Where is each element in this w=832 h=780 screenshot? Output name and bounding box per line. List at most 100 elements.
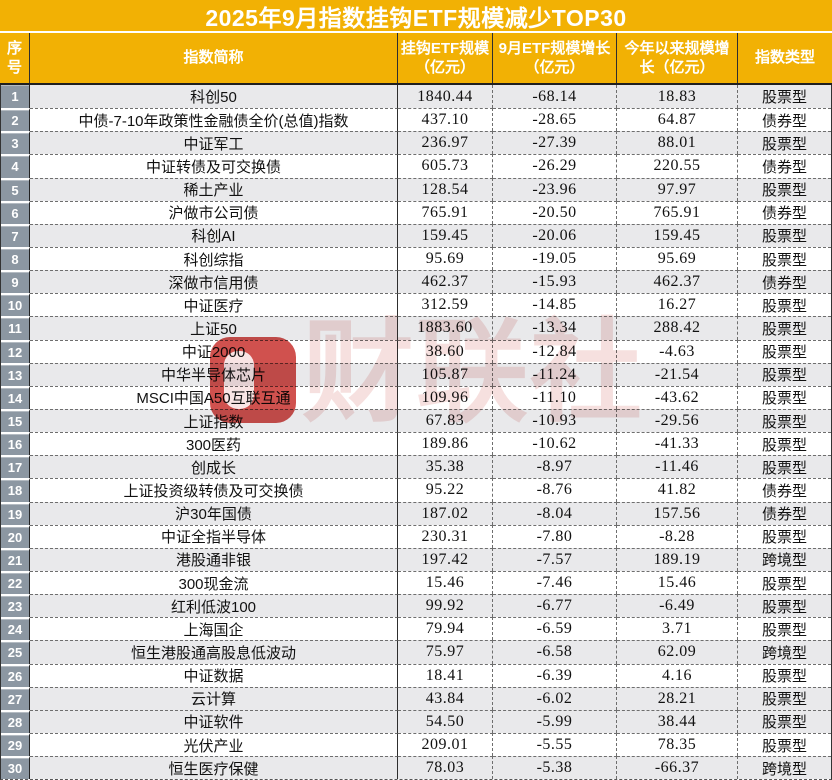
index-name-cell: 上证指数	[30, 408, 398, 433]
table-row: 25 恒生港股通高股息低波动 75.97 -6.58 62.09 跨境型	[1, 640, 831, 664]
etf-scale-cell: 605.73	[398, 154, 493, 178]
ytd-change-cell: -11.46	[617, 455, 738, 479]
table-row: 16 300医药 189.86 -10.62 -41.33 股票型	[1, 432, 831, 456]
index-name-cell: 中华半导体芯片	[30, 362, 398, 386]
index-name-cell: 恒生医疗保健	[30, 756, 398, 780]
rank-cell: 2	[1, 108, 30, 132]
etf-scale-cell: 159.45	[398, 223, 493, 247]
index-type-cell: 股票型	[738, 594, 831, 618]
rank-cell: 16	[1, 432, 30, 456]
index-type-cell: 股票型	[738, 293, 831, 316]
index-name-cell: 上证投资级转债及可交换债	[30, 478, 398, 502]
etf-scale-cell: 128.54	[398, 177, 493, 201]
etf-scale-cell: 312.59	[398, 293, 493, 317]
index-name-cell: 300现金流	[30, 570, 398, 595]
rank-cell: 13	[1, 362, 30, 386]
index-name-cell: 中证数据	[30, 663, 398, 687]
ytd-change-cell: 4.16	[617, 663, 738, 687]
index-type-cell: 股票型	[738, 570, 831, 594]
index-type-cell: 股票型	[738, 316, 831, 340]
sep-change-cell: -7.80	[493, 524, 617, 548]
etf-scale-cell: 38.60	[398, 339, 493, 363]
index-type-cell: 股票型	[738, 246, 831, 270]
index-type-cell: 股票型	[738, 455, 831, 479]
table-row: 4 中证转债及可交换债 605.73 -26.29 220.55 债券型	[1, 154, 831, 178]
table-row: 22 300现金流 15.46 -7.46 15.46 股票型	[1, 570, 831, 595]
index-name-cell: 中证医疗	[30, 293, 398, 317]
index-type-cell: 股票型	[738, 339, 831, 363]
rank-cell: 3	[1, 131, 30, 155]
index-type-cell: 股票型	[738, 131, 831, 155]
index-name-cell: 恒生港股通高股息低波动	[30, 640, 398, 664]
sep-change-cell: -27.39	[493, 131, 617, 155]
index-type-cell: 债券型	[738, 478, 831, 501]
etf-scale-cell: 78.03	[398, 756, 493, 780]
index-type-cell: 债券型	[738, 270, 831, 294]
sep-change-cell: -26.29	[493, 154, 617, 178]
index-type-cell: 股票型	[738, 524, 831, 548]
rank-cell: 14	[1, 385, 30, 409]
table-row: 29 光伏产业 209.01 -5.55 78.35 股票型	[1, 732, 831, 757]
etf-scale-cell: 230.31	[398, 524, 493, 548]
etf-scale-cell: 95.69	[398, 246, 493, 271]
sep-change-cell: -7.57	[493, 547, 617, 571]
ytd-change-cell: -6.49	[617, 594, 738, 618]
rank-cell: 25	[1, 640, 30, 664]
etf-scale-cell: 236.97	[398, 131, 493, 155]
sep-change-cell: -6.77	[493, 594, 617, 618]
table-row: 13 中华半导体芯片 105.87 -11.24 -21.54 股票型	[1, 362, 831, 386]
table-row: 1 科创50 1840.44 -68.14 18.83 股票型	[1, 85, 831, 109]
index-name-cell: 300医药	[30, 432, 398, 456]
rank-cell: 4	[1, 154, 30, 178]
rank-cell: 20	[1, 524, 30, 548]
table-row: 18 上证投资级转债及可交换债 95.22 -8.76 41.82 债券型	[1, 478, 831, 502]
etf-scale-cell: 54.50	[398, 709, 493, 733]
ytd-change-cell: 95.69	[617, 246, 738, 271]
etf-scale-cell: 35.38	[398, 455, 493, 479]
rank-cell: 17	[1, 455, 30, 479]
index-type-cell: 股票型	[738, 432, 831, 455]
ytd-change-cell: 18.83	[617, 85, 738, 109]
index-name-cell: 中证软件	[30, 709, 398, 733]
table-row: 19 沪30年国债 187.02 -8.04 157.56 债券型	[1, 501, 831, 525]
rank-cell: 18	[1, 478, 30, 502]
sep-change-cell: -6.58	[493, 640, 617, 664]
index-type-cell: 股票型	[738, 686, 831, 710]
table-row: 28 中证软件 54.50 -5.99 38.44 股票型	[1, 709, 831, 733]
sep-change-cell: -8.76	[493, 478, 617, 502]
rank-cell: 26	[1, 663, 30, 687]
sep-change-cell: -13.34	[493, 316, 617, 340]
rank-cell: 28	[1, 709, 30, 733]
sep-change-cell: -23.96	[493, 177, 617, 201]
table-header-row: 序号 指数简称 挂钩ETF规模（亿元） 9月ETF规模增长（亿元） 今年以来规模…	[0, 33, 832, 85]
ytd-change-cell: 78.35	[617, 732, 738, 757]
table-row: 7 科创AI 159.45 -20.06 159.45 股票型	[1, 223, 831, 247]
index-type-cell: 股票型	[738, 385, 831, 409]
etf-scale-cell: 765.91	[398, 200, 493, 224]
etf-scale-cell: 67.83	[398, 408, 493, 433]
page-title: 2025年9月指数挂钩ETF规模减少TOP30	[205, 4, 627, 31]
sep-change-cell: -10.62	[493, 432, 617, 456]
sep-change-cell: -5.99	[493, 709, 617, 733]
ytd-change-cell: 3.71	[617, 617, 738, 641]
sep-change-cell: -68.14	[493, 85, 617, 109]
header-ytd-change: 今年以来规模增长（亿元）	[617, 33, 738, 83]
ytd-change-cell: -29.56	[617, 408, 738, 433]
table-row: 14 MSCI中国A50互联互通 109.96 -11.10 -43.62 股票…	[1, 385, 831, 409]
etf-scale-cell: 437.10	[398, 108, 493, 132]
index-type-cell: 股票型	[738, 85, 831, 109]
sep-change-cell: -7.46	[493, 570, 617, 595]
etf-scale-cell: 1840.44	[398, 85, 493, 109]
sep-change-cell: -6.59	[493, 617, 617, 641]
ytd-change-cell: 97.97	[617, 177, 738, 201]
etf-scale-cell: 79.94	[398, 617, 493, 641]
etf-scale-cell: 43.84	[398, 686, 493, 710]
etf-scale-cell: 15.46	[398, 570, 493, 595]
title-bar: 2025年9月指数挂钩ETF规模减少TOP30	[0, 0, 832, 31]
index-type-cell: 股票型	[738, 617, 831, 640]
index-type-cell: 股票型	[738, 732, 831, 756]
rank-cell: 30	[1, 756, 30, 780]
index-type-cell: 债券型	[738, 154, 831, 177]
index-name-cell: 云计算	[30, 686, 398, 710]
